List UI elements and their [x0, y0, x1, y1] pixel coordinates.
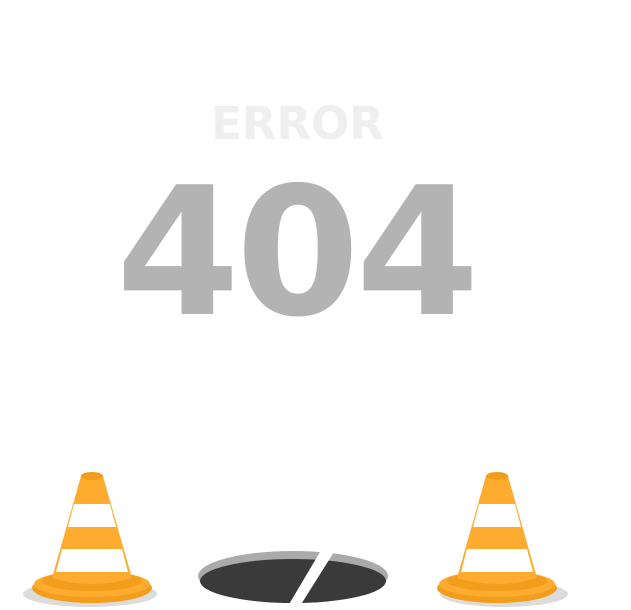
- error-label: ERROR: [211, 97, 384, 150]
- traffic-cone-left-icon: [23, 472, 157, 607]
- error-code: 404: [116, 149, 480, 356]
- manhole-icon: [198, 551, 388, 606]
- traffic-cone-right-icon: [437, 472, 568, 607]
